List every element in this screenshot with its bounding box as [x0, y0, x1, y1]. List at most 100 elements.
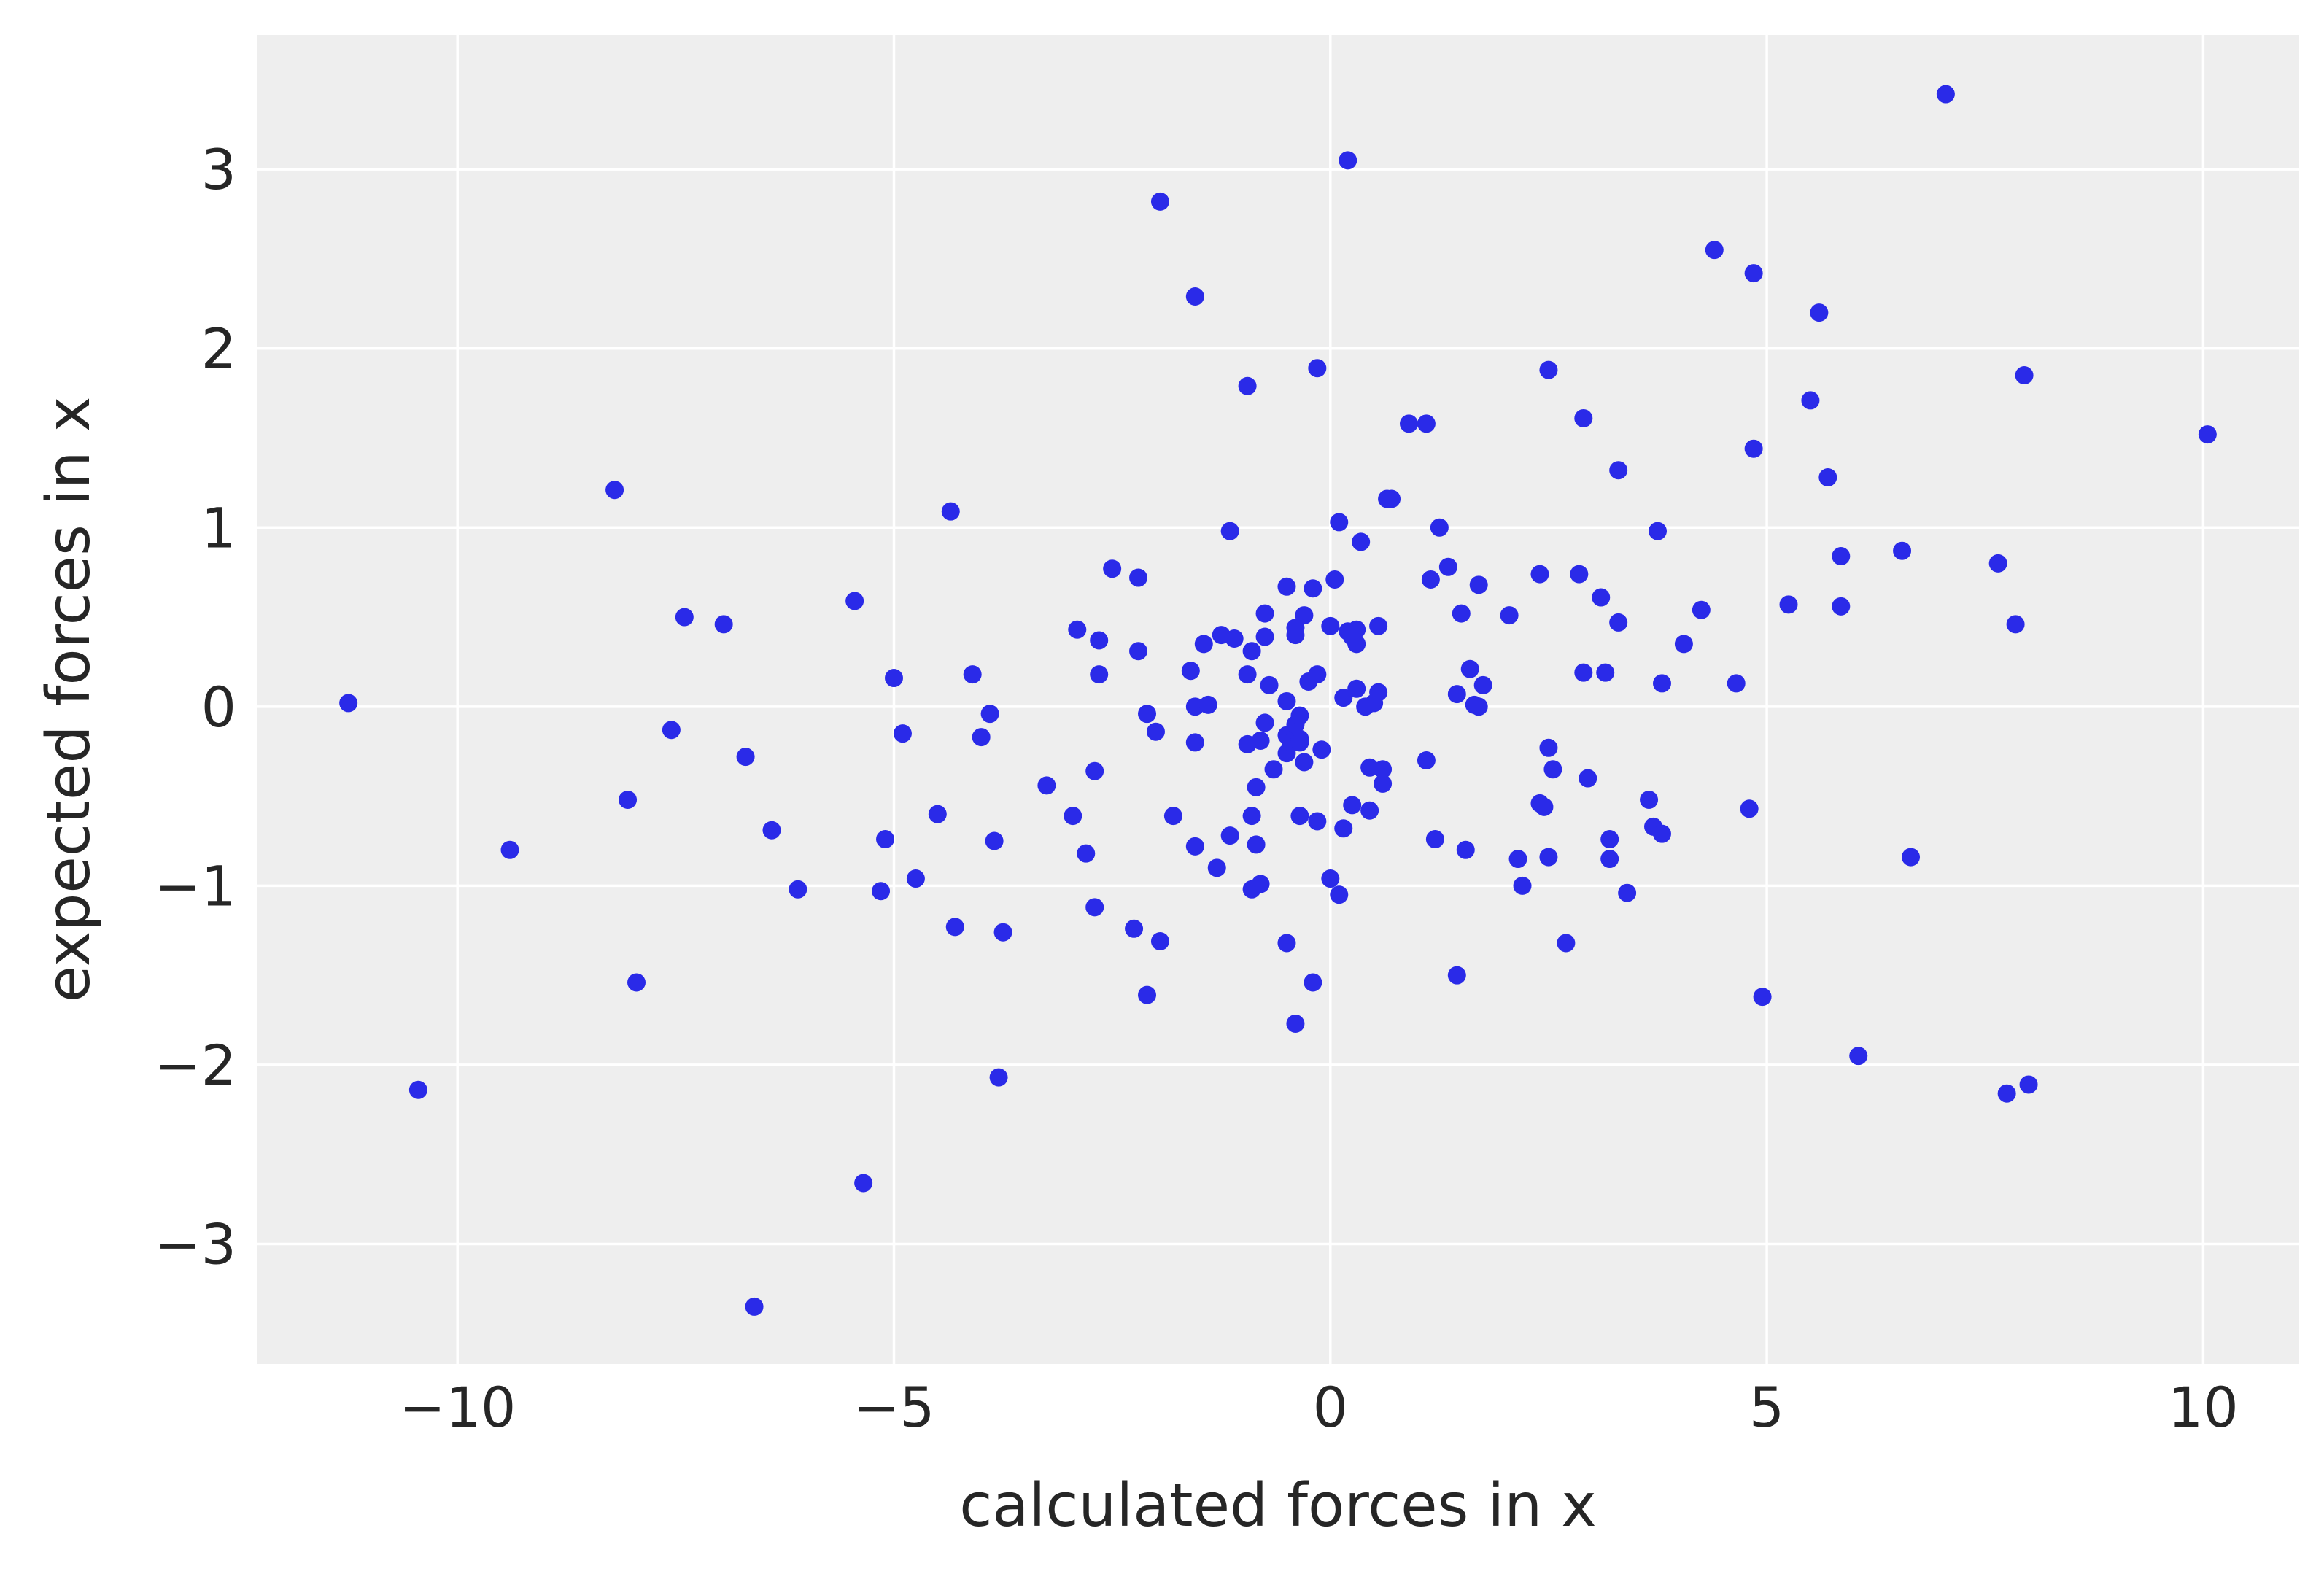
y-tick-label: −3: [155, 1211, 236, 1276]
data-point: [1225, 629, 1244, 648]
data-point: [1308, 359, 1327, 378]
y-axis-title: expected forces in x: [34, 397, 104, 1002]
data-point: [876, 830, 895, 849]
data-point: [619, 791, 638, 810]
data-point: [1574, 663, 1593, 682]
data-point: [1150, 931, 1169, 950]
data-point: [1347, 679, 1366, 698]
data-point: [1304, 973, 1322, 992]
data-point: [1425, 830, 1444, 849]
data-point: [1579, 769, 1597, 788]
data-point: [1290, 733, 1309, 752]
data-point: [789, 880, 807, 899]
data-point: [1251, 731, 1270, 750]
data-point: [1264, 760, 1283, 779]
data-point: [1652, 824, 1671, 843]
data-point: [1325, 570, 1344, 589]
data-point: [928, 805, 947, 823]
data-point: [1456, 840, 1475, 859]
data-point: [1068, 620, 1087, 639]
data-point: [885, 669, 904, 688]
data-point: [963, 665, 982, 684]
y-tick-label: 2: [201, 317, 236, 381]
data-point: [1129, 642, 1148, 661]
data-point: [1185, 733, 1204, 752]
data-point: [993, 923, 1012, 942]
data-point: [1090, 665, 1109, 684]
data-point: [1277, 934, 1296, 953]
data-point: [662, 721, 681, 740]
x-gridlines: [456, 35, 2205, 1364]
data-point: [1600, 850, 1619, 869]
data-point: [1312, 740, 1331, 759]
data-point: [1543, 760, 1562, 779]
x-tick-label: −5: [853, 1375, 934, 1440]
data-point: [1438, 557, 1457, 576]
data-point: [989, 1068, 1008, 1087]
data-point: [1125, 919, 1144, 938]
data-point: [627, 973, 646, 992]
data-point: [1592, 588, 1611, 607]
data-point: [714, 615, 733, 634]
data-point: [1247, 835, 1266, 854]
data-point: [1753, 988, 1772, 1007]
data-point: [2015, 366, 2034, 385]
data-point: [1936, 85, 1955, 104]
data-point: [1242, 807, 1261, 826]
data-point: [1727, 674, 1746, 693]
data-point: [1574, 408, 1593, 427]
data-point: [1247, 778, 1266, 796]
data-point: [1330, 513, 1349, 532]
data-point: [1251, 875, 1270, 893]
data-point: [872, 882, 891, 901]
data-point: [1374, 760, 1393, 779]
data-point: [1150, 192, 1169, 211]
x-tick-label: 5: [1749, 1375, 1784, 1440]
data-points: [339, 85, 2217, 1316]
data-point: [1539, 738, 1558, 757]
data-point: [1260, 675, 1279, 694]
data-point: [1277, 577, 1296, 596]
data-point: [1997, 1084, 2016, 1103]
data-point: [854, 1174, 873, 1193]
data-point: [1374, 774, 1393, 793]
data-point: [1220, 826, 1239, 845]
data-point: [1321, 869, 1340, 888]
data-point: [1530, 565, 1549, 584]
data-point: [1508, 850, 1527, 869]
x-tick-label: 0: [1313, 1375, 1348, 1440]
data-point: [1469, 575, 1488, 594]
data-point: [1347, 635, 1366, 654]
data-point: [1185, 837, 1204, 856]
data-point: [1334, 819, 1353, 838]
data-point: [1090, 631, 1109, 650]
data-point: [1138, 985, 1157, 1004]
x-axis-title: calculated forces in x: [959, 1471, 1597, 1540]
data-point: [1295, 753, 1314, 772]
y-tick-label: −2: [155, 1033, 236, 1098]
data-point: [1535, 797, 1554, 816]
data-point: [1343, 796, 1362, 815]
data-point: [605, 481, 624, 500]
data-point: [1255, 713, 1274, 732]
data-point: [1308, 665, 1327, 684]
data-point: [408, 1080, 427, 1099]
data-point: [1902, 848, 1921, 867]
data-point: [1539, 848, 1558, 867]
data-point: [1447, 966, 1466, 985]
data-point: [2006, 615, 2025, 634]
data-point: [1103, 559, 1122, 578]
data-point: [1238, 665, 1257, 684]
data-point: [972, 728, 991, 747]
data-point: [1460, 659, 1479, 678]
data-point: [1382, 489, 1401, 508]
data-point: [1220, 522, 1239, 540]
data-point: [1238, 376, 1257, 395]
data-point: [1740, 799, 1759, 818]
data-point: [1452, 604, 1471, 623]
data-point: [1339, 151, 1357, 170]
data-point: [1185, 287, 1204, 306]
y-tick-labels: −3 −2 −1 0 1 2 3: [155, 137, 236, 1276]
data-point: [1369, 683, 1388, 702]
